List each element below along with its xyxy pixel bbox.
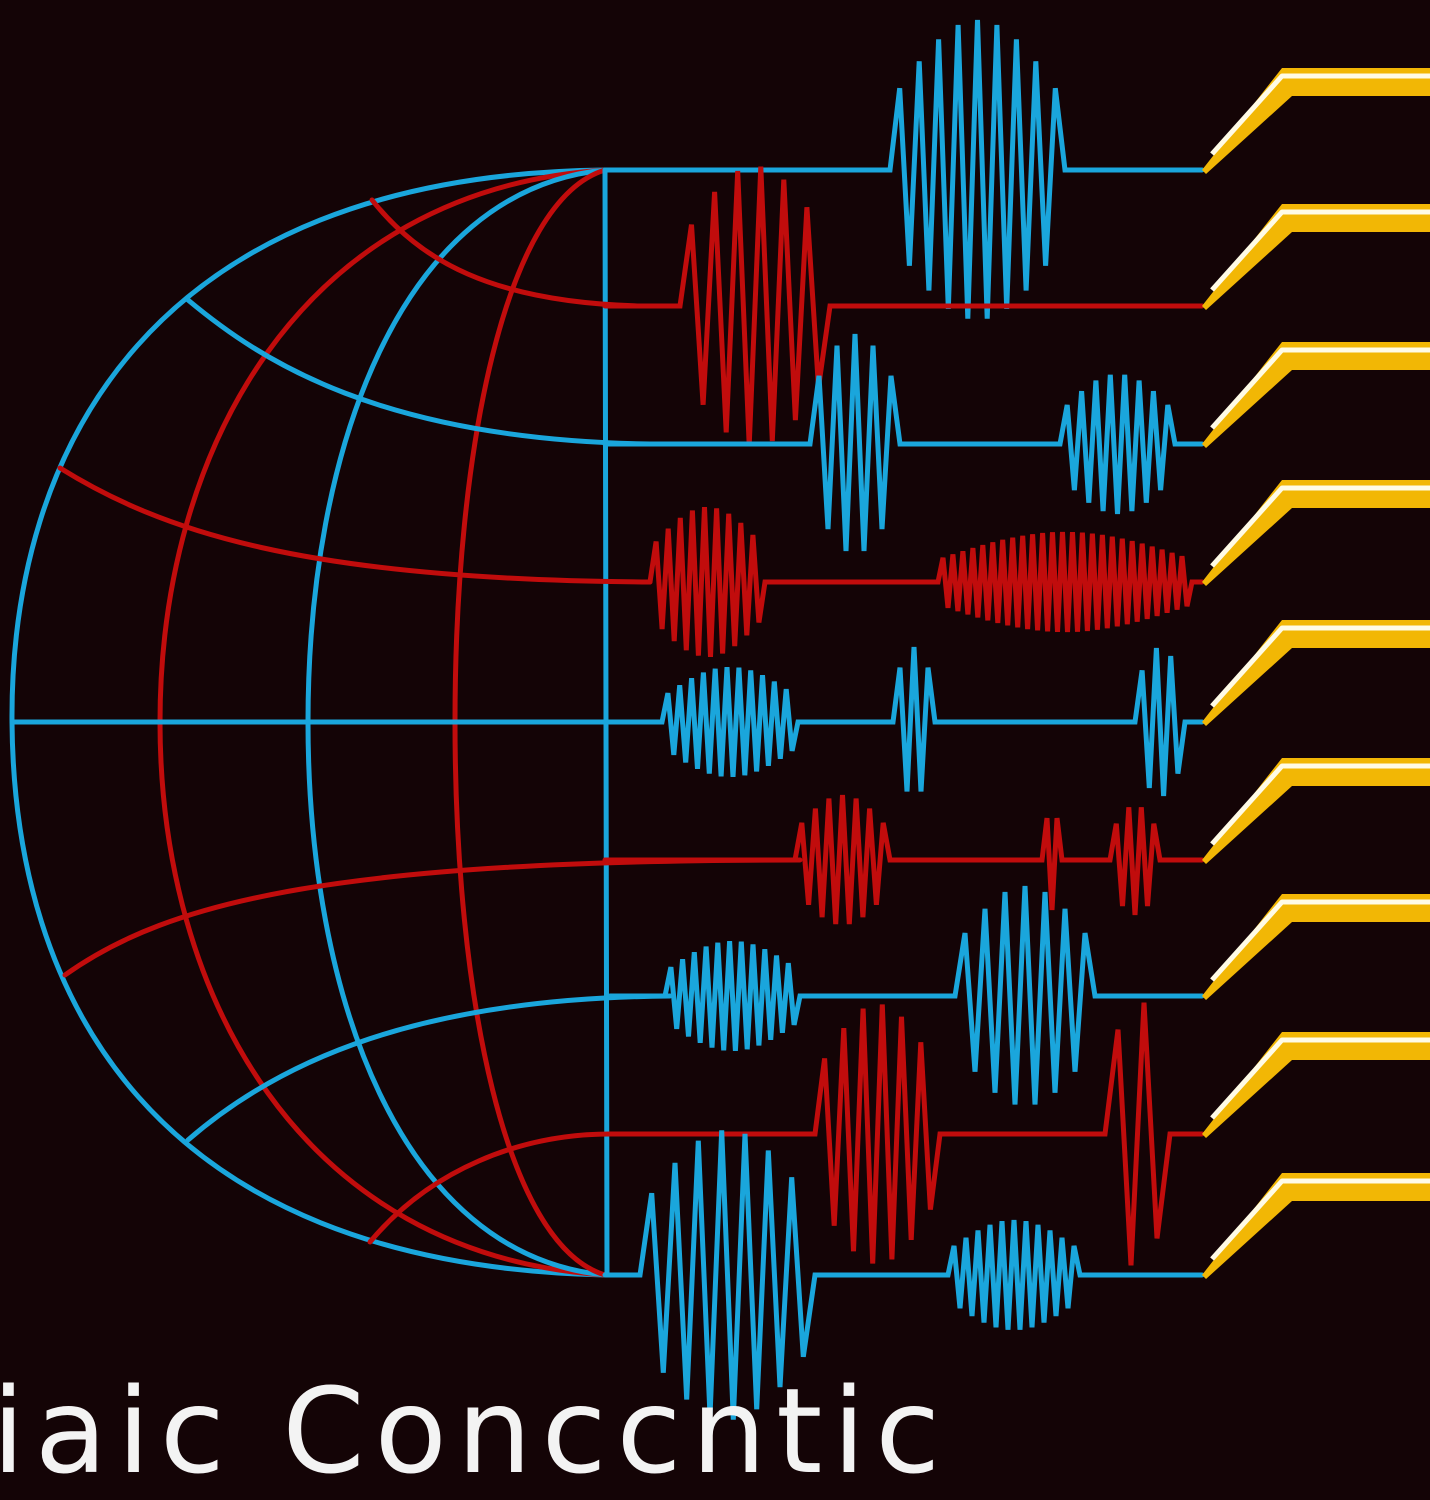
signal-line-6 (602, 794, 1205, 925)
gold-connector-6 (1202, 758, 1430, 864)
signal-line-3 (602, 333, 1205, 552)
parallel-2 (185, 297, 653, 447)
parallel-3 (57, 465, 653, 585)
signal-line-8 (607, 1002, 1205, 1266)
globe-signal-illustration (9, 19, 1430, 1420)
gold-connectors (1202, 68, 1430, 1279)
gold-connector-8 (1202, 1032, 1430, 1138)
parallel-7 (367, 1131, 613, 1245)
parallel-1 (369, 197, 643, 309)
caption-text: iaic Conccntic (0, 1362, 951, 1500)
signal-line-1 (602, 19, 1205, 319)
gold-connector-2 (1202, 204, 1430, 310)
parallel-6 (185, 993, 673, 1143)
gold-connector-3 (1202, 342, 1430, 448)
gold-connector-4 (1202, 480, 1430, 586)
signal-line-4 (647, 506, 1205, 658)
gold-connector-1 (1202, 68, 1430, 174)
signal-line-9 (602, 1130, 1205, 1420)
gold-connector-9 (1202, 1173, 1430, 1279)
gold-connector-5 (1202, 620, 1430, 726)
signal-line-5 (657, 646, 1205, 797)
gold-connector-7 (1202, 894, 1430, 1000)
signal-line-7 (607, 885, 1205, 1105)
signal-lines (602, 19, 1205, 1420)
signal-line-2 (602, 166, 1205, 446)
